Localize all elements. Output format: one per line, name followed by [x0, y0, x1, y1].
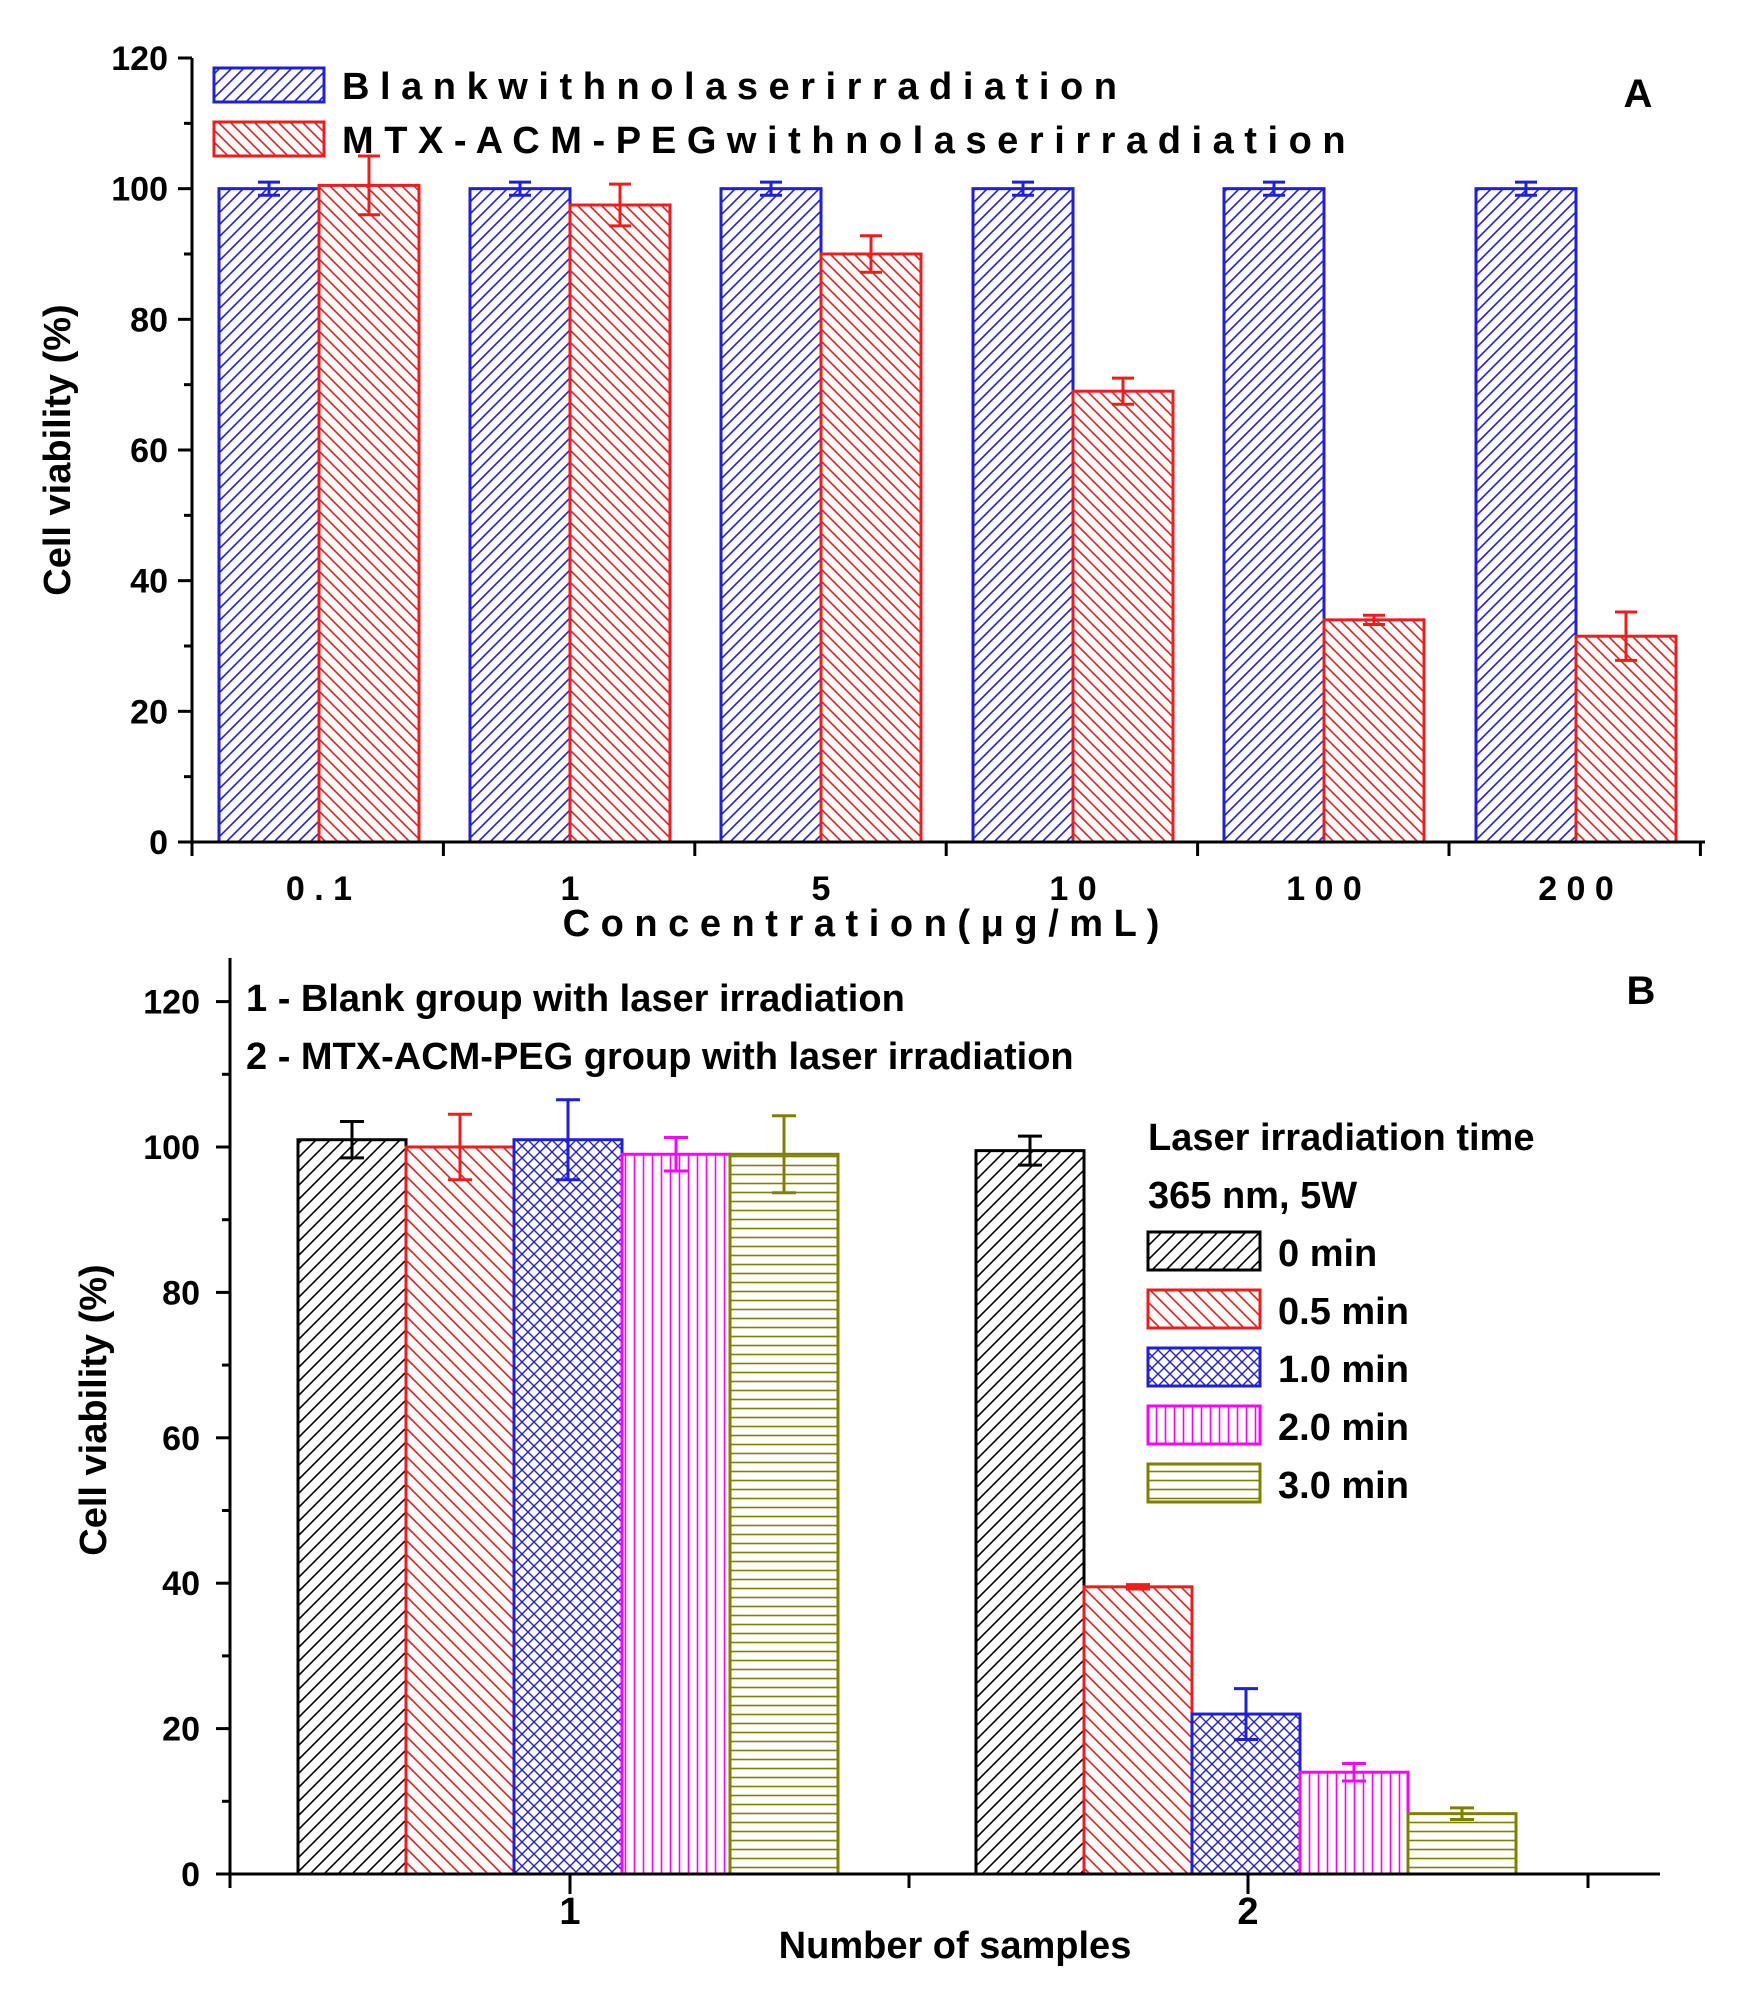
bar-a-s1-c1	[568, 203, 672, 844]
errorbar-b-s4-c1	[1450, 1806, 1474, 1821]
legend-swatch-blank	[212, 66, 326, 104]
x-tick-label-a-5: 2 0 0	[1538, 870, 1614, 908]
errorbar-a-s1-c2	[860, 234, 882, 274]
x-tick-label-a-3: 1 0	[1049, 870, 1096, 908]
bar-b-s3-c1	[1298, 1770, 1410, 1876]
errorbar-a-s1-c4	[1363, 613, 1385, 626]
legend-label-b-0: 0 min	[1278, 1233, 1377, 1275]
legend-swatch-b-4	[1146, 1462, 1262, 1504]
legend-swatch-b-3	[1146, 1404, 1262, 1446]
bar-a-s0-c1	[468, 187, 572, 844]
legend-title-line-1: Laser irradiation time	[1148, 1117, 1534, 1159]
x-tick-label-a-0: 0 . 1	[286, 870, 352, 908]
panel-a-legend: B l a n k w i t h n o l a s e r i r r a …	[212, 66, 1346, 162]
panel-a-letter: A	[1624, 72, 1653, 116]
errorbar-b-s1-c0	[448, 1112, 472, 1182]
x-tick-label-b-0: 1	[559, 1891, 580, 1933]
errorbar-a-s1-c5	[1615, 610, 1637, 662]
panel-a-y-axis-label: Cell viability (%)	[37, 304, 79, 595]
errorbar-a-s0-c3	[1012, 180, 1034, 197]
bar-a-s1-c0	[317, 183, 421, 844]
errorbar-a-s1-c0	[358, 154, 380, 217]
x-tick-label-a-4: 1 0 0	[1286, 870, 1362, 908]
panel-a: A 0 20 40 60 80 100 120 0 . 1 1 5 1 0 1 0 0 2 0 0 Ce…	[37, 40, 1705, 945]
panel-a-x-axis-label: C o n c e n t r a t i o n ( μ g / m L )	[563, 903, 1160, 945]
x-tick-label-b-1: 2	[1237, 1891, 1258, 1933]
bar-b-s1-c1	[1082, 1585, 1194, 1876]
errorbar-b-s4-c0	[772, 1114, 796, 1195]
y-tick-label-a-2: 40	[130, 563, 168, 601]
y-tick-label-a-1: 20	[130, 693, 168, 731]
panel-b-legend-items: 0 min 0.5 min 1.0 min 2.0 min 3.0 min	[1146, 1230, 1409, 1507]
errorbar-a-s0-c5	[1515, 180, 1537, 197]
errorbar-b-s2-c1	[1234, 1687, 1258, 1742]
legend-label-b-1: 0.5 min	[1278, 1291, 1409, 1333]
bar-a-s0-c0	[217, 187, 321, 844]
y-tick-label-a-6: 120	[111, 40, 168, 78]
bar-b-s3-c0	[620, 1152, 732, 1876]
bar-a-s0-c3	[971, 187, 1075, 844]
errorbar-a-s0-c1	[509, 180, 531, 197]
legend-label-b-3: 2.0 min	[1278, 1407, 1409, 1449]
errorbar-a-s1-c3	[1112, 376, 1134, 406]
y-tick-label-b-1: 20	[162, 1711, 200, 1749]
errorbar-b-s3-c0	[664, 1136, 688, 1173]
bar-a-s1-c2	[819, 252, 923, 844]
bar-a-s1-c4	[1322, 618, 1426, 844]
legend-swatch-b-2	[1146, 1346, 1262, 1388]
x-tick-label-a-2: 5	[812, 870, 831, 908]
y-tick-label-b-2: 40	[162, 1565, 200, 1603]
y-tick-label-a-3: 60	[130, 432, 168, 470]
legend-label-b-2: 1.0 min	[1278, 1349, 1409, 1391]
bar-b-s2-c0	[512, 1138, 624, 1876]
bar-b-s4-c0	[728, 1152, 840, 1876]
panel-a-plot-area	[217, 154, 1678, 844]
legend-swatch-b-0	[1146, 1230, 1262, 1272]
errorbar-b-s2-c0	[556, 1098, 580, 1182]
bar-b-s0-c0	[296, 1138, 408, 1876]
y-tick-label-b-4: 80	[162, 1274, 200, 1312]
panel-b-ticks: 0 20 40 60 80 100 120 1 2	[143, 984, 1590, 1933]
panel-b-annotation-1: 1 - Blank group with laser irradiation	[246, 978, 905, 1020]
x-tick-label-a-1: 1	[561, 870, 580, 908]
bar-a-s1-c3	[1071, 389, 1175, 844]
bar-b-s0-c1	[974, 1149, 1086, 1876]
panel-b-y-axis-label: Cell viability (%)	[73, 1264, 115, 1555]
panel-b-letter: B	[1627, 969, 1656, 1013]
bar-b-s1-c0	[404, 1145, 516, 1876]
errorbar-a-s0-c4	[1263, 180, 1285, 197]
bar-b-s4-c1	[1406, 1812, 1518, 1876]
y-tick-label-a-4: 80	[130, 301, 168, 339]
y-tick-label-b-6: 120	[143, 984, 200, 1022]
errorbar-b-s0-c1	[1018, 1134, 1042, 1167]
y-tick-label-b-3: 60	[162, 1420, 200, 1458]
errorbar-b-s1-c1	[1126, 1583, 1150, 1591]
legend-swatch-mtx	[212, 120, 326, 158]
y-tick-label-a-5: 100	[111, 171, 168, 209]
y-tick-label-b-0: 0	[181, 1856, 200, 1894]
panel-b-legend: Laser irradiation time 365 nm, 5W 0 min0…	[1146, 1117, 1534, 1507]
bar-a-s1-c5	[1574, 634, 1678, 844]
legend-swatch-b-1	[1146, 1288, 1262, 1330]
legend-label-mtx: M T X - A C M - P E G w i t h n o l a s …	[342, 120, 1346, 162]
bar-a-s0-c4	[1222, 187, 1326, 844]
errorbar-a-s0-c2	[760, 180, 782, 197]
panel-a-ticks: 0 20 40 60 80 100 120 0 . 1 1 5 1 0 1 0 0 2 0 0	[111, 40, 1702, 908]
legend-title-line-2: 365 nm, 5W	[1148, 1175, 1357, 1217]
errorbar-b-s3-c1	[1342, 1762, 1366, 1783]
bar-a-s0-c2	[719, 187, 823, 844]
legend-label-b-4: 3.0 min	[1278, 1465, 1409, 1507]
panel-b-annotation-2: 2 - MTX-ACM-PEG group with laser irradia…	[246, 1036, 1074, 1078]
y-tick-label-b-5: 100	[143, 1129, 200, 1167]
errorbar-a-s1-c1	[609, 182, 631, 228]
legend-label-blank: B l a n k w i t h n o l a s e r i r r a …	[342, 66, 1117, 108]
panel-b-x-axis-label: Number of samples	[779, 1925, 1132, 1967]
y-tick-label-a-0: 0	[149, 824, 168, 862]
errorbar-b-s0-c0	[340, 1120, 364, 1160]
bar-a-s0-c5	[1474, 187, 1578, 844]
panel-b: B 0 20 40 60 80 100 120 1 2 Cell viability (%) N…	[73, 958, 1660, 1967]
errorbar-a-s0-c0	[258, 180, 280, 197]
